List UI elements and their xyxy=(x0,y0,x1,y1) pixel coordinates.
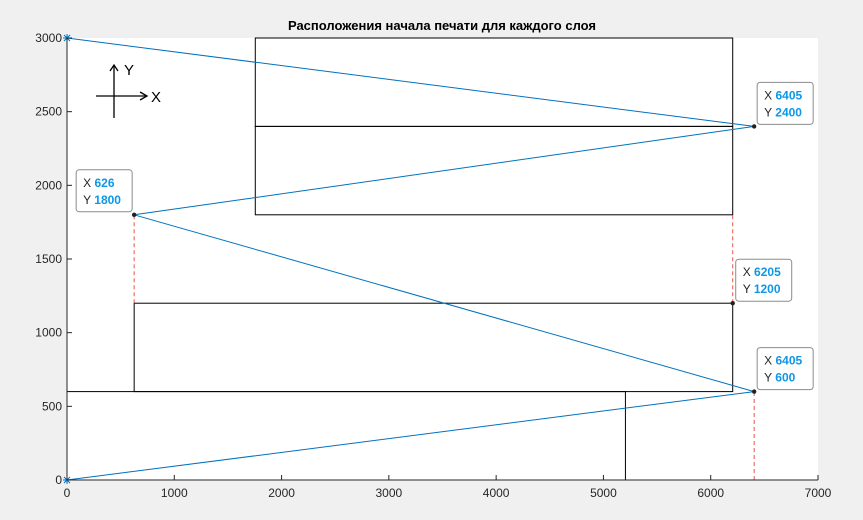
data-points xyxy=(131,124,757,394)
data-point-1[interactable] xyxy=(751,124,757,129)
datatip-x-value: 6405 xyxy=(776,354,803,368)
y-tick-label-0: 0 xyxy=(55,473,62,487)
datatip-x-row: X 6405 xyxy=(764,354,802,368)
datatip-y-row: Y 600 xyxy=(764,371,795,385)
datatip-y-value: 600 xyxy=(775,371,795,385)
layer-rect-2 xyxy=(133,302,734,393)
datatip-box xyxy=(735,258,793,302)
datatip-x-row: X 6205 xyxy=(743,265,781,279)
dashed-guides xyxy=(133,214,755,480)
datatip-x-row: X 626 xyxy=(83,176,115,190)
x-tick-label-6: 6000 xyxy=(697,486,724,500)
datatip-y-value: 1200 xyxy=(754,282,781,296)
axes xyxy=(66,37,819,481)
datatip-box xyxy=(756,81,814,125)
datatip-x-value: 626 xyxy=(95,176,115,190)
datatip-box xyxy=(75,169,133,213)
plot-area xyxy=(67,38,818,480)
datatip-x-key: X xyxy=(743,265,754,279)
x-tick-label-1: 1000 xyxy=(161,486,188,500)
datatip-y-row: Y 2400 xyxy=(764,105,802,119)
axis-direction-indicator: YX xyxy=(96,62,161,118)
tick-labels: 0 1000 2000 3000 4000 5000 6000 7000 0 500 1000 150… xyxy=(35,31,831,500)
datatip-x-key: X xyxy=(764,88,775,102)
datatip-y-key: Y xyxy=(83,193,94,207)
y-tick-label-3: 1500 xyxy=(35,252,62,266)
datatip-x-value: 6405 xyxy=(776,88,803,102)
y-tick-label-6: 3000 xyxy=(35,31,62,45)
datatip-box xyxy=(756,347,814,391)
datatip-y-row: Y 1200 xyxy=(743,282,781,296)
x-direction-label: X xyxy=(151,89,161,106)
data-point-3[interactable] xyxy=(730,301,735,306)
x-tick-label-5: 5000 xyxy=(590,486,617,500)
y-direction-label: Y xyxy=(124,62,134,79)
datatip-y-value: 1800 xyxy=(94,193,121,207)
y-tick-label-2: 1000 xyxy=(35,326,62,340)
y-tick-label-5: 2500 xyxy=(35,105,62,119)
datatip-x-key: X xyxy=(764,354,775,368)
datatip-y-key: Y xyxy=(764,371,775,385)
x-tick-label-2: 2000 xyxy=(268,486,295,500)
datatip-y-key: Y xyxy=(764,105,775,119)
datatip-y-value: 2400 xyxy=(775,105,802,119)
x-tick-label-3: 3000 xyxy=(376,486,403,500)
datatip-x-row: X 6405 xyxy=(764,88,802,102)
datatip-x-key: X xyxy=(83,176,94,190)
y-arrow-head xyxy=(109,63,119,72)
layer-rect-4 xyxy=(254,37,734,127)
data-point-2[interactable] xyxy=(131,212,137,217)
x-arrow-head xyxy=(139,91,149,101)
x-tick-label-0: 0 xyxy=(64,486,71,500)
x-tick-label-7: 7000 xyxy=(805,486,832,500)
datatip-y-row: Y 1800 xyxy=(83,193,121,207)
y-tick-label-4: 2000 xyxy=(35,178,62,192)
datatip-y-key: Y xyxy=(743,282,754,296)
chart-title: Расположения начала печати для каждого с… xyxy=(288,18,596,33)
datatip-x-value: 6205 xyxy=(754,265,781,279)
data-point-4[interactable] xyxy=(751,389,757,394)
y-tick-label-1: 500 xyxy=(42,399,62,413)
x-tick-label-4: 4000 xyxy=(483,486,510,500)
